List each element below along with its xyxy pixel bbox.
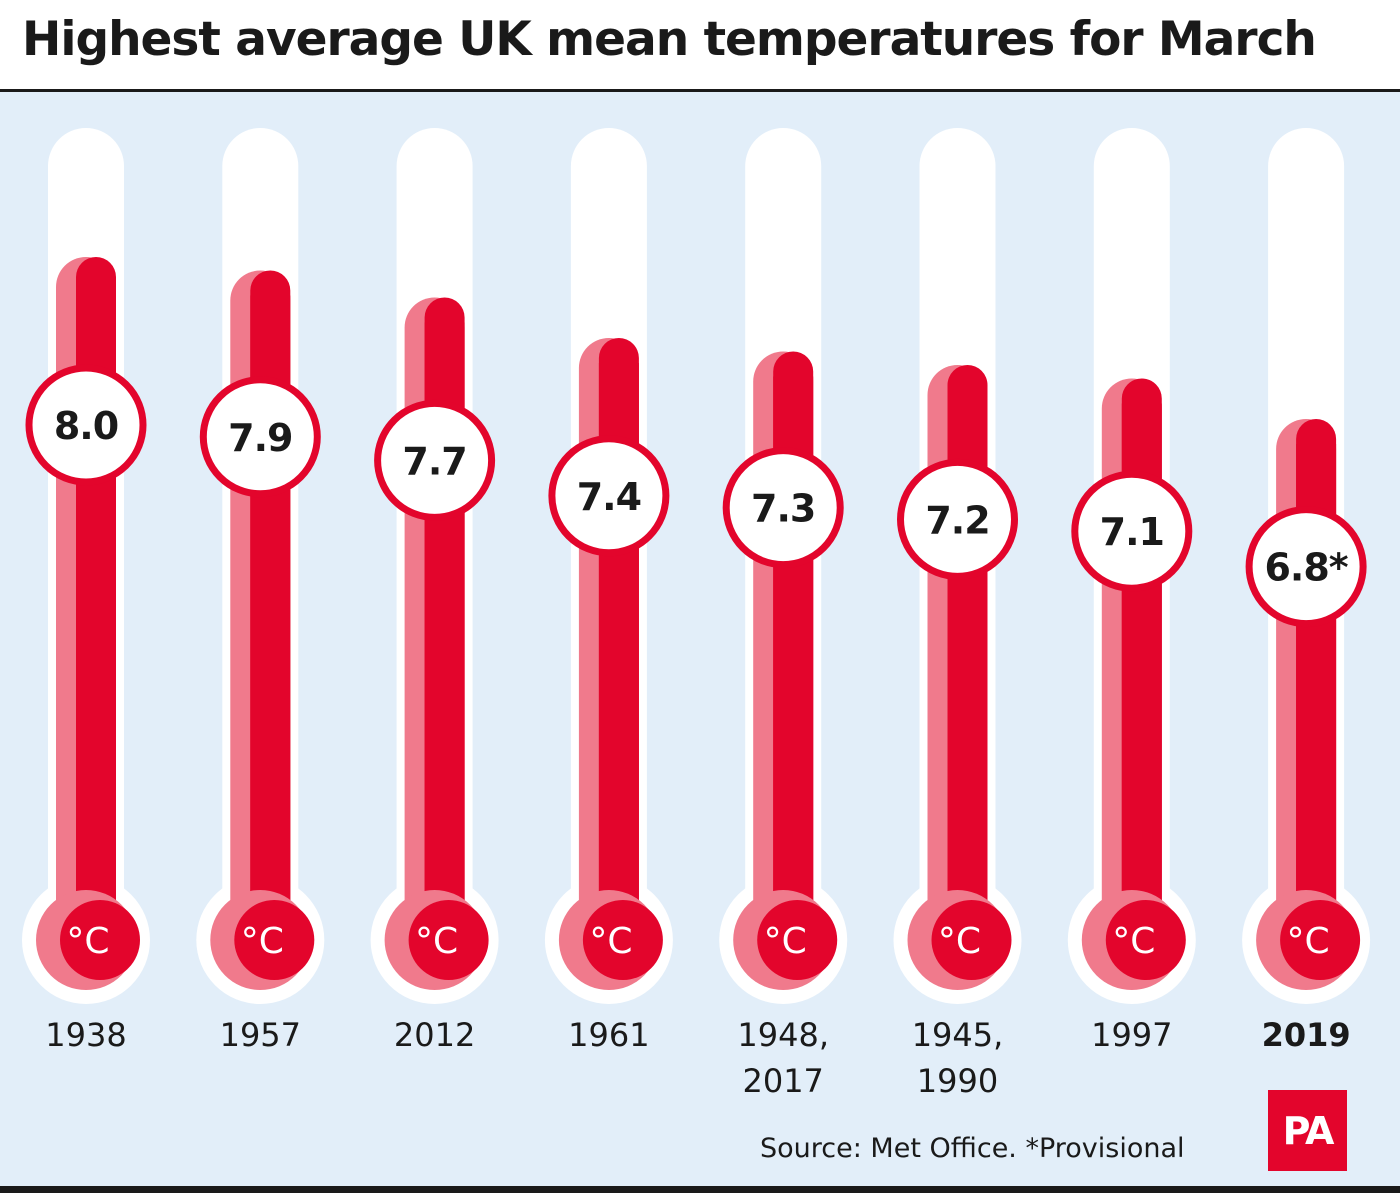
category-label: 2019 (1262, 1016, 1351, 1054)
value-label: 7.7 (402, 439, 466, 483)
bulb-unit-label: °C (589, 921, 632, 962)
bulb (757, 900, 838, 980)
value-label-circle (374, 399, 496, 521)
value-label: 7.2 (925, 498, 989, 542)
pa-logo: PA (1268, 1090, 1347, 1171)
value-label: 7.1 (1100, 510, 1164, 554)
category-label: 2012 (394, 1016, 475, 1054)
value-label: 7.4 (577, 475, 641, 519)
value-label-circle (897, 458, 1018, 580)
value-label: 6.8* (1264, 546, 1348, 590)
bulb (1105, 900, 1186, 980)
value-label-circle (1245, 506, 1367, 628)
category-label: 1945, (912, 1016, 1004, 1054)
bulb (931, 900, 1012, 980)
value-label-circle (199, 376, 321, 498)
value-label: 8.0 (54, 404, 118, 448)
bulb-unit-label: °C (1287, 921, 1330, 962)
source-note: Source: Met Office. *Provisional (760, 1133, 1185, 1164)
value-label: 7.9 (228, 416, 292, 460)
category-label: 1957 (220, 1016, 301, 1054)
category-label: 2017 (742, 1062, 823, 1100)
category-label: 1990 (917, 1062, 998, 1100)
bulb-unit-label: °C (415, 921, 458, 962)
top-rule (0, 89, 1400, 92)
category-label: 1938 (45, 1016, 126, 1054)
value-label-circle (722, 447, 844, 569)
category-label: 1948, (737, 1016, 829, 1054)
value-label: 7.3 (751, 487, 815, 531)
bulb (60, 900, 140, 980)
bulb (408, 900, 489, 980)
bulb-unit-label: °C (938, 921, 981, 962)
bulb-unit-label: °C (764, 921, 807, 962)
bottom-rule (0, 1186, 1400, 1193)
bulb-unit-label: °C (241, 921, 284, 962)
value-label-circle (1071, 470, 1193, 592)
bulb (582, 900, 663, 980)
bulb-unit-label: °C (1112, 921, 1155, 962)
category-label: 1997 (1091, 1016, 1172, 1054)
bulb (1280, 900, 1361, 980)
bulb-unit-label: °C (66, 921, 109, 962)
chart-title: Highest average UK mean temperatures for… (22, 12, 1317, 67)
value-label-circle (25, 364, 147, 486)
category-label: 1961 (568, 1016, 649, 1054)
value-label-circle (548, 435, 670, 557)
bulb (234, 900, 315, 980)
